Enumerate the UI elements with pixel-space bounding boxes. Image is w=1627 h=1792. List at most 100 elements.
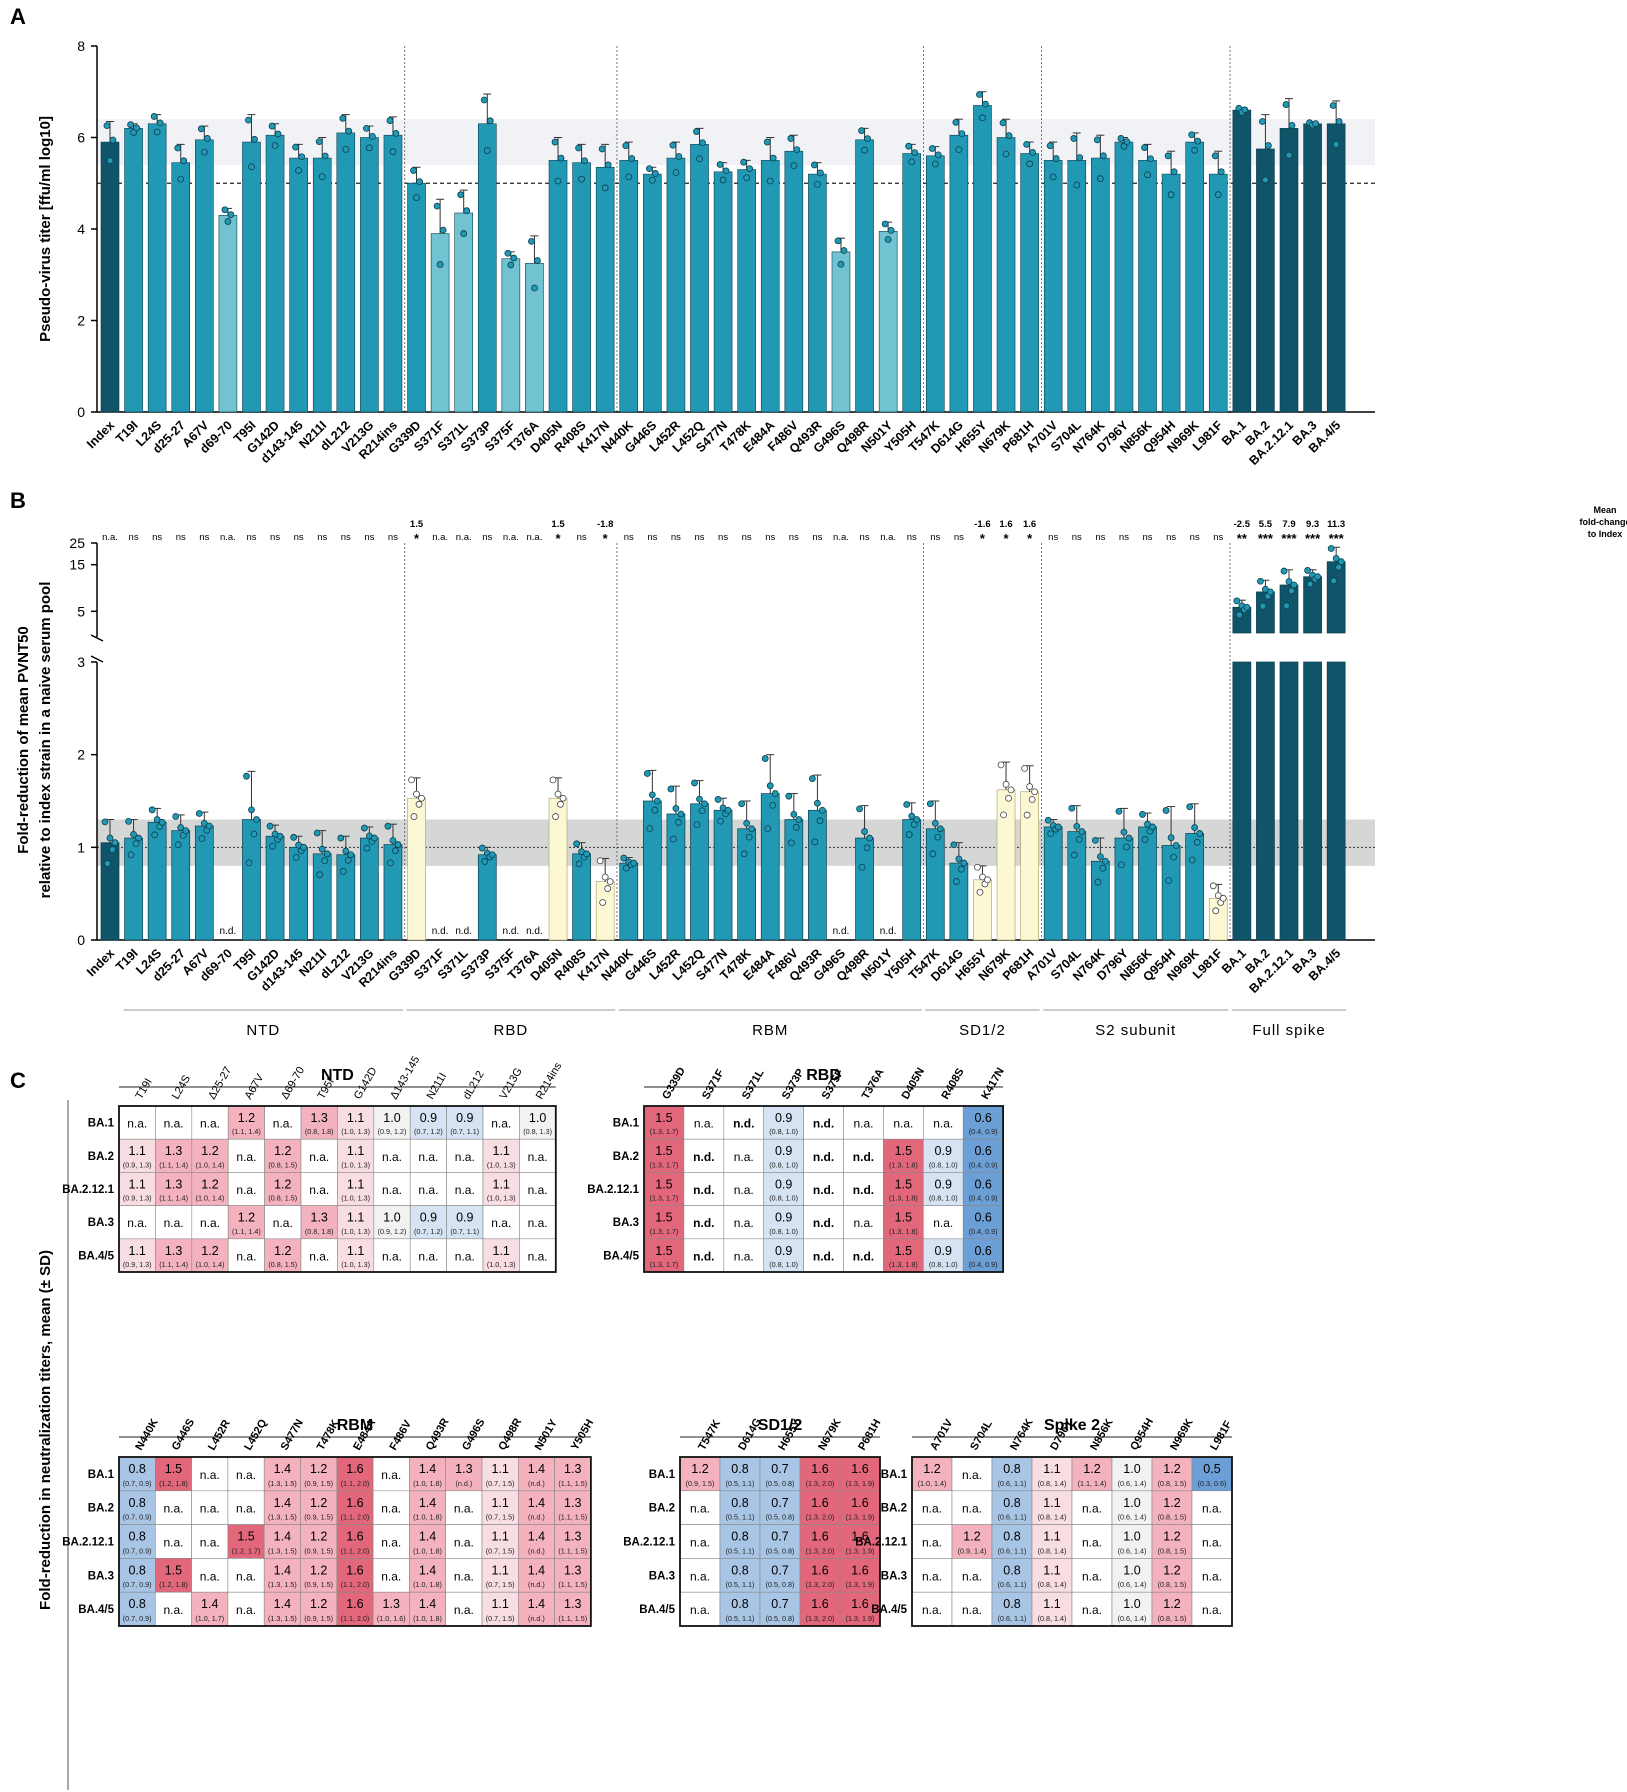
cell-value-BA.1-Q954H: 1.0 xyxy=(1123,1462,1140,1476)
cell-value-BA.1-N501Y: 1.4 xyxy=(528,1462,545,1476)
group-label-RBD: RBD xyxy=(494,1022,529,1039)
replicate-point-A67V xyxy=(203,135,211,142)
replicate-point-T19I xyxy=(127,851,135,859)
group-label-NTD: NTD xyxy=(246,1022,280,1039)
col-label-Δ143-145: Δ143-145 xyxy=(388,1054,422,1101)
cell-value-BA.2.12.1-Y505H: 1.3 xyxy=(564,1530,581,1544)
replicate-point-F486V xyxy=(785,792,793,800)
fold-change-BA.2.12.1: 7.9 xyxy=(1282,519,1295,530)
heatmap-cell-BA.3-V213G xyxy=(482,1205,520,1240)
replicate-point-S375F xyxy=(510,254,518,262)
bar-R214ins xyxy=(383,134,403,413)
cell-range-BA.2.12.1-D796Y: (0.8, 1.4) xyxy=(1038,1546,1067,1555)
replicate-point-N856K xyxy=(1144,171,1151,179)
cell-value-BA.3-N856K: n.a. xyxy=(1082,1569,1102,1583)
cell-value-BA.2.12.1-E484A: 1.6 xyxy=(346,1530,363,1544)
panel-label-a: A xyxy=(10,4,26,29)
cell-range-BA.4/5-E484A: (1.1, 2.0) xyxy=(341,1614,370,1623)
cell-range-BA.2.12.1-T478K: (0.9, 1.5) xyxy=(304,1546,333,1555)
cell-range-BA.3-D796Y: (0.8, 1.4) xyxy=(1038,1580,1067,1589)
cell-range-BA.2.12.1-D405N: (1.3, 1.8) xyxy=(889,1194,918,1203)
replicate-point-BA.4/5 xyxy=(1332,140,1340,148)
cell-value-BA.1-Δ143-145: 1.0 xyxy=(383,1111,400,1125)
heatmap-cell-BA.4/5-G446S xyxy=(155,1591,192,1627)
cell-value-BA.2-D796Y: 1.1 xyxy=(1043,1496,1060,1510)
significance-S373P: ns xyxy=(482,532,492,543)
bar-H655Y xyxy=(973,105,992,413)
bar-dL212 xyxy=(336,854,356,941)
significance-N211I: ns xyxy=(317,532,327,543)
cell-value-BA.2.12.1-T95I: n.a. xyxy=(309,1183,329,1197)
heatmap-cell-BA.4/5-Q498R xyxy=(481,1591,519,1627)
replicate-point-L981F xyxy=(1217,168,1225,176)
replicate-point-L981F xyxy=(1214,191,1222,199)
cell-range-BA.2-D405N: (1.3, 1.8) xyxy=(889,1160,918,1169)
bar-F486V xyxy=(784,819,804,941)
panel-label-b: B xyxy=(10,488,26,513)
replicate-point-T478K xyxy=(740,158,748,166)
replicate-point-R408S xyxy=(578,175,585,183)
cell-range-BA.2-D614G: (0.5, 1.1) xyxy=(726,1513,755,1522)
heatmap-cell-BA.2-Δ69-70 xyxy=(264,1138,302,1173)
fold-change-BA.2: 5.5 xyxy=(1259,519,1273,530)
col-label-R408S: R408S xyxy=(939,1066,966,1101)
replicate-point-T19I xyxy=(125,817,132,825)
replicate-point-Index xyxy=(106,834,114,842)
cell-value-BA.2-N969K: 1.2 xyxy=(1163,1496,1180,1510)
bar-F486V xyxy=(784,150,804,413)
replicate-point-A67V xyxy=(200,819,208,827)
replicate-point-Q493R xyxy=(814,180,821,188)
cell-value-BA.2.12.1-G446S: n.a. xyxy=(163,1536,183,1550)
replicate-point-S477N xyxy=(722,167,730,175)
col-label-S704L: S704L xyxy=(968,1418,995,1452)
col-label-N501Y: N501Y xyxy=(533,1417,561,1453)
bar-Q493R xyxy=(808,809,827,941)
cell-range-BA.2-D796Y: (0.8, 1.4) xyxy=(1038,1513,1067,1522)
cell-range-BA.1-H655Y: (0.5, 0.8) xyxy=(766,1479,795,1488)
cell-value-BA.3-N679K: 1.6 xyxy=(811,1563,828,1577)
col-label-T376A: T376A xyxy=(860,1067,887,1102)
cell-value-BA.1-R408S: n.a. xyxy=(933,1117,953,1131)
heatmap-cell-BA.1-K417N xyxy=(962,1105,1004,1140)
nd-label-S375F: n.d. xyxy=(503,926,520,937)
replicate-point-F486V xyxy=(790,162,798,170)
bar-G142D xyxy=(265,835,285,941)
panel-label-c: C xyxy=(10,1068,26,1093)
replicate-point-L452R xyxy=(669,141,677,149)
heatmap-cell-BA.2-S371F xyxy=(683,1138,725,1173)
replicate-point-Q493R xyxy=(811,161,818,169)
replicate-point-L452R xyxy=(672,169,680,176)
bar-N764K xyxy=(1091,860,1110,941)
replicate-point-N764K xyxy=(1099,152,1107,160)
significance-L24S: ns xyxy=(152,532,162,543)
heatmap-cell-BA.4/5-S371F xyxy=(683,1238,725,1273)
replicate-point-N856K xyxy=(1141,144,1148,151)
replicate-point-d143-145 xyxy=(292,143,300,151)
significance-Q498R: ns xyxy=(860,532,870,543)
cell-value-BA.2-N856K: n.a. xyxy=(1082,1502,1102,1516)
heatmap-cell-BA.3-Q493R xyxy=(409,1558,446,1593)
significance-S477N: ns xyxy=(718,532,728,543)
nd-label-G496S: n.d. xyxy=(833,926,850,937)
cell-range-BA.2-R408S: (0.8, 1.0) xyxy=(929,1160,958,1169)
cell-value-BA.4/5-G339D: 1.5 xyxy=(655,1244,672,1258)
cell-range-BA.4/5-Q493R: (1.0, 1.8) xyxy=(413,1614,442,1623)
significance-G446S: ns xyxy=(647,532,657,543)
replicate-point-N969K xyxy=(1194,137,1202,145)
cell-value-BA.2.12.1-T376A: n.d. xyxy=(853,1183,874,1197)
cell-range-BA.2.12.1-S373P: (0.8, 1.0) xyxy=(769,1194,798,1203)
cell-value-BA.4/5-N440K: 0.8 xyxy=(128,1597,145,1611)
significance-L981F: ns xyxy=(1213,532,1223,543)
replicate-point-D796Y xyxy=(1117,135,1125,142)
cell-range-BA.1-G446S: (1.2, 1.8) xyxy=(159,1479,188,1488)
heatmap-cell-BA.4/5-A701V xyxy=(911,1591,953,1627)
cell-range-BA.1-N440K: (0.7, 0.9) xyxy=(123,1479,152,1488)
replicate-point-N969K xyxy=(1186,803,1194,811)
replicate-point-BA.3 xyxy=(1304,567,1311,574)
cell-range-BA.2.12.1-T19I: (0.9, 1.3) xyxy=(123,1194,152,1203)
block-border-NTD xyxy=(118,1105,557,1273)
cell-range-BA.4/5-N501Y: (n.d.) xyxy=(528,1614,545,1623)
cell-range-BA.2-S373P: (0.8, 1.0) xyxy=(769,1160,798,1169)
replicate-point-G446S xyxy=(643,770,651,777)
